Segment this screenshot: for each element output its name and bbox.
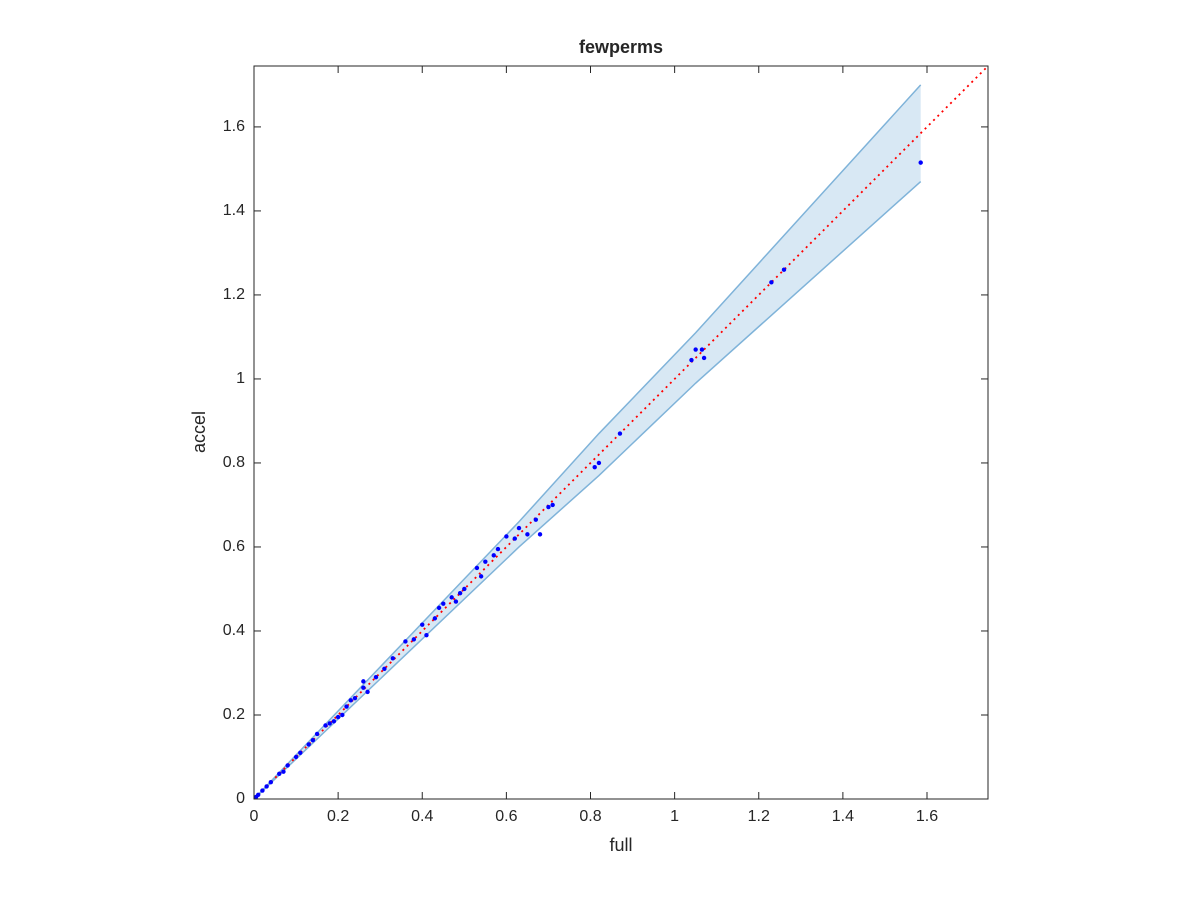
y-tick-label: 1 [236,370,245,387]
point [436,605,442,611]
reference-line [253,65,989,800]
point [457,590,463,596]
point [596,460,602,466]
point [699,347,705,352]
point [285,763,290,768]
y-tick-label: 0.8 [223,454,245,471]
chart-title: fewperms [579,37,663,57]
point [281,769,286,774]
point [382,666,387,671]
point [310,737,316,743]
point [781,267,787,272]
point [361,679,366,684]
point [693,347,698,352]
point [550,502,555,508]
point [516,525,522,531]
point [365,689,370,695]
point [512,536,517,541]
band-lower [253,180,922,800]
point [701,355,707,361]
point [491,553,496,558]
point [352,695,358,701]
x-tick-label: 0.8 [579,808,601,825]
point [420,622,425,627]
y-tick-label: 0.4 [223,622,245,639]
point [432,616,438,621]
x-tick-label: 1 [670,808,679,825]
point [525,532,530,537]
x-tick-label: 1.2 [748,808,770,825]
point [424,632,429,638]
point [306,742,311,747]
x-tick-label: 0.6 [495,808,517,825]
point [314,731,320,737]
point [335,714,341,720]
y-axis-label: accel [189,411,209,453]
x-tick-label: 0.2 [327,808,349,825]
point [331,719,337,724]
point [293,754,299,760]
point [264,784,269,789]
point [348,698,353,703]
x-tick-label: 1.6 [916,808,938,825]
point [592,464,597,470]
point [411,637,417,642]
x-axis-label: full [609,835,632,855]
x-tick-label: 0.4 [411,808,433,825]
point [478,574,484,579]
point [495,546,501,552]
y-tick-label: 1.4 [223,202,245,219]
x-tick-label: 0 [250,808,259,825]
y-tick-label: 1.6 [223,118,245,135]
point [373,674,379,680]
point [327,721,332,726]
x-tick-label: 1.4 [832,808,854,825]
point [474,565,480,571]
point [617,431,623,436]
point [256,792,261,797]
point [441,601,446,606]
point [361,685,366,690]
point [769,280,774,285]
point [449,595,454,600]
y-tick-label: 0 [236,790,245,807]
y-tick-label: 0.2 [223,706,245,723]
point [277,771,282,776]
point [483,559,488,564]
y-tick-label: 1.2 [223,286,245,303]
point [323,723,328,728]
point [689,357,694,363]
point [504,534,509,539]
point [546,504,551,510]
point [403,639,408,644]
point [533,517,539,522]
y-tick-label: 0.6 [223,538,245,555]
point [453,599,459,604]
point [390,656,396,661]
plot-frame [253,65,989,800]
point [537,532,543,537]
point [340,712,345,718]
point [918,160,923,165]
point [268,779,274,785]
band-upper [253,84,922,800]
point [344,704,349,709]
point [298,750,303,755]
point [260,788,265,793]
point [462,586,467,592]
